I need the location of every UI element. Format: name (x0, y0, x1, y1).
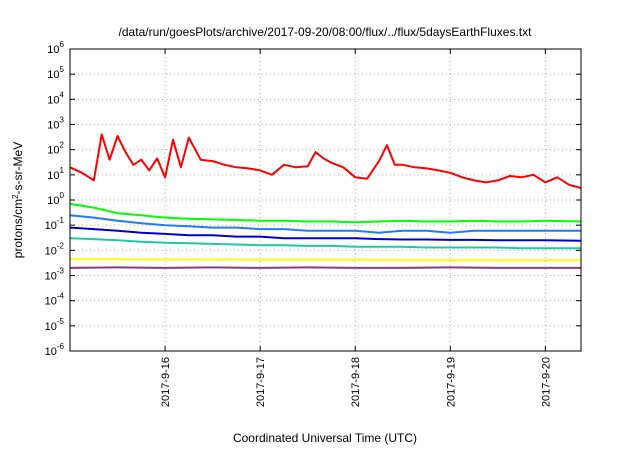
chart-title: /data/run/goesPlots/archive/2017-09-20/0… (119, 25, 533, 39)
y-tick-label: 100 (47, 191, 64, 207)
grid (70, 49, 581, 351)
series-line-6 (69, 258, 581, 262)
y-axis-label-sup: 2 (11, 194, 20, 199)
y-tick-label: 105 (47, 65, 64, 81)
y-tick-label: 10-3 (45, 267, 65, 283)
y-tick-label: 103 (47, 116, 64, 132)
x-axis: 2017-9-16 2017-9-17 2017-9-18 2017-9-19 2017… (160, 49, 552, 407)
y-tick-label: 102 (47, 141, 64, 157)
y-axis-label-rest: -s-sr-MeV (11, 142, 25, 195)
x-tick-label: 2017-9-19 (445, 357, 457, 407)
y-tick-label: 10-6 (45, 342, 65, 358)
series-line-1 (69, 133, 582, 189)
y-axis-label: protons/cm2-s-sr-MeV (11, 142, 25, 258)
y-tick-label: 101 (47, 166, 64, 182)
y-axis: 10-6 10-5 10-4 10-3 10-2 10-1 100 101 102 103 104 1… (45, 40, 581, 358)
series-line-5 (69, 237, 581, 250)
y-tick-label: 10-4 (45, 292, 65, 308)
y-tick-label: 106 (47, 40, 64, 56)
x-tick-label: 2017-9-20 (540, 357, 552, 407)
y-tick-label: 10-1 (45, 216, 65, 232)
y-tick-label: 104 (47, 90, 64, 106)
series-group (69, 133, 582, 269)
y-tick-label: 10-5 (45, 317, 65, 333)
series-line-2 (69, 202, 582, 224)
y-tick-label: 10-2 (45, 241, 65, 257)
y-axis-label-main: protons/cm (11, 199, 25, 258)
x-tick-label: 2017-9-18 (350, 357, 362, 407)
x-tick-label: 2017-9-16 (160, 357, 172, 407)
series-line-7 (69, 266, 581, 269)
x-tick-label: 2017-9-17 (255, 357, 267, 407)
series-line-4 (69, 226, 582, 242)
series-line-3 (69, 214, 581, 234)
x-axis-label: Coordinated Universal Time (UTC) (233, 431, 417, 445)
